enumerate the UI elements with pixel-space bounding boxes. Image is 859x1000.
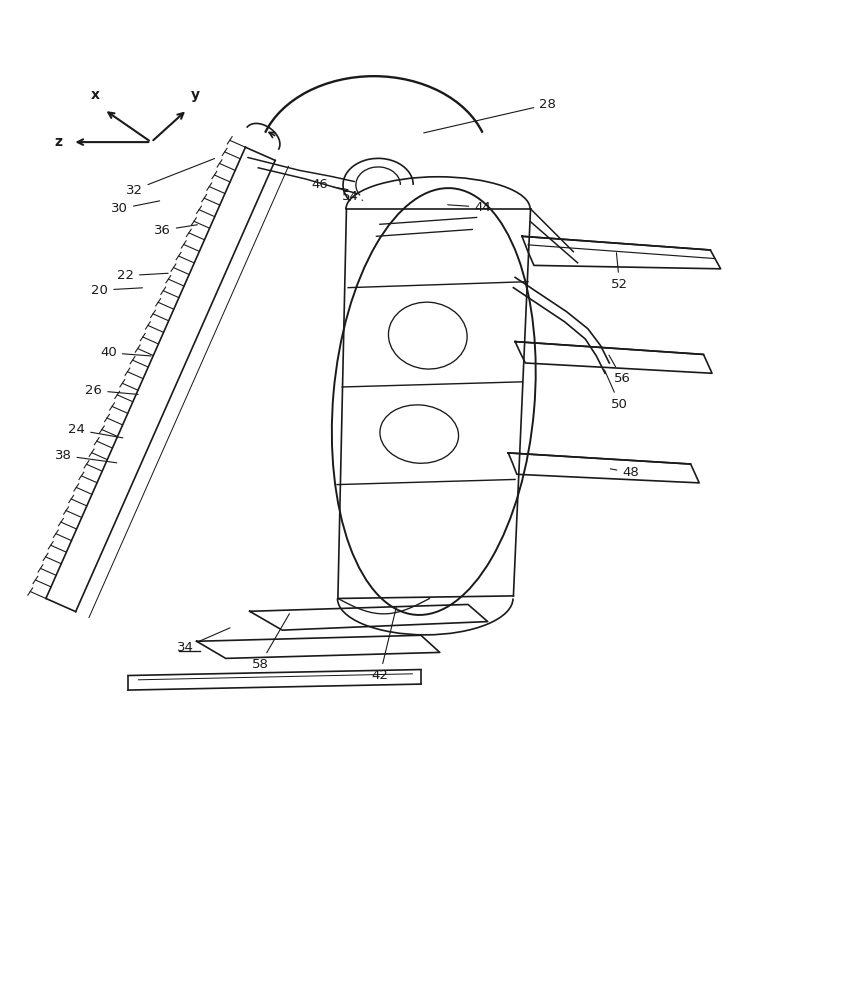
Text: 50: 50 xyxy=(605,370,628,411)
Text: 38: 38 xyxy=(55,449,117,463)
Text: 48: 48 xyxy=(611,466,639,479)
Text: 22: 22 xyxy=(117,269,168,282)
Text: 26: 26 xyxy=(85,384,138,397)
Text: 52: 52 xyxy=(611,253,628,291)
Text: 30: 30 xyxy=(111,201,160,215)
Text: 44: 44 xyxy=(448,201,491,214)
Text: 32: 32 xyxy=(125,159,215,197)
Text: 46: 46 xyxy=(312,178,348,191)
Text: 36: 36 xyxy=(154,224,198,237)
Text: 24: 24 xyxy=(69,423,123,438)
Text: y: y xyxy=(192,88,200,102)
Text: 28: 28 xyxy=(423,98,556,133)
Text: 58: 58 xyxy=(252,614,289,671)
Text: 42: 42 xyxy=(371,607,396,682)
Text: z: z xyxy=(55,135,63,149)
Text: x: x xyxy=(91,88,100,102)
Text: 54: 54 xyxy=(342,190,362,203)
Text: 34: 34 xyxy=(177,628,230,654)
Text: 56: 56 xyxy=(609,355,631,385)
Text: 20: 20 xyxy=(91,284,143,297)
Text: 40: 40 xyxy=(100,346,151,359)
